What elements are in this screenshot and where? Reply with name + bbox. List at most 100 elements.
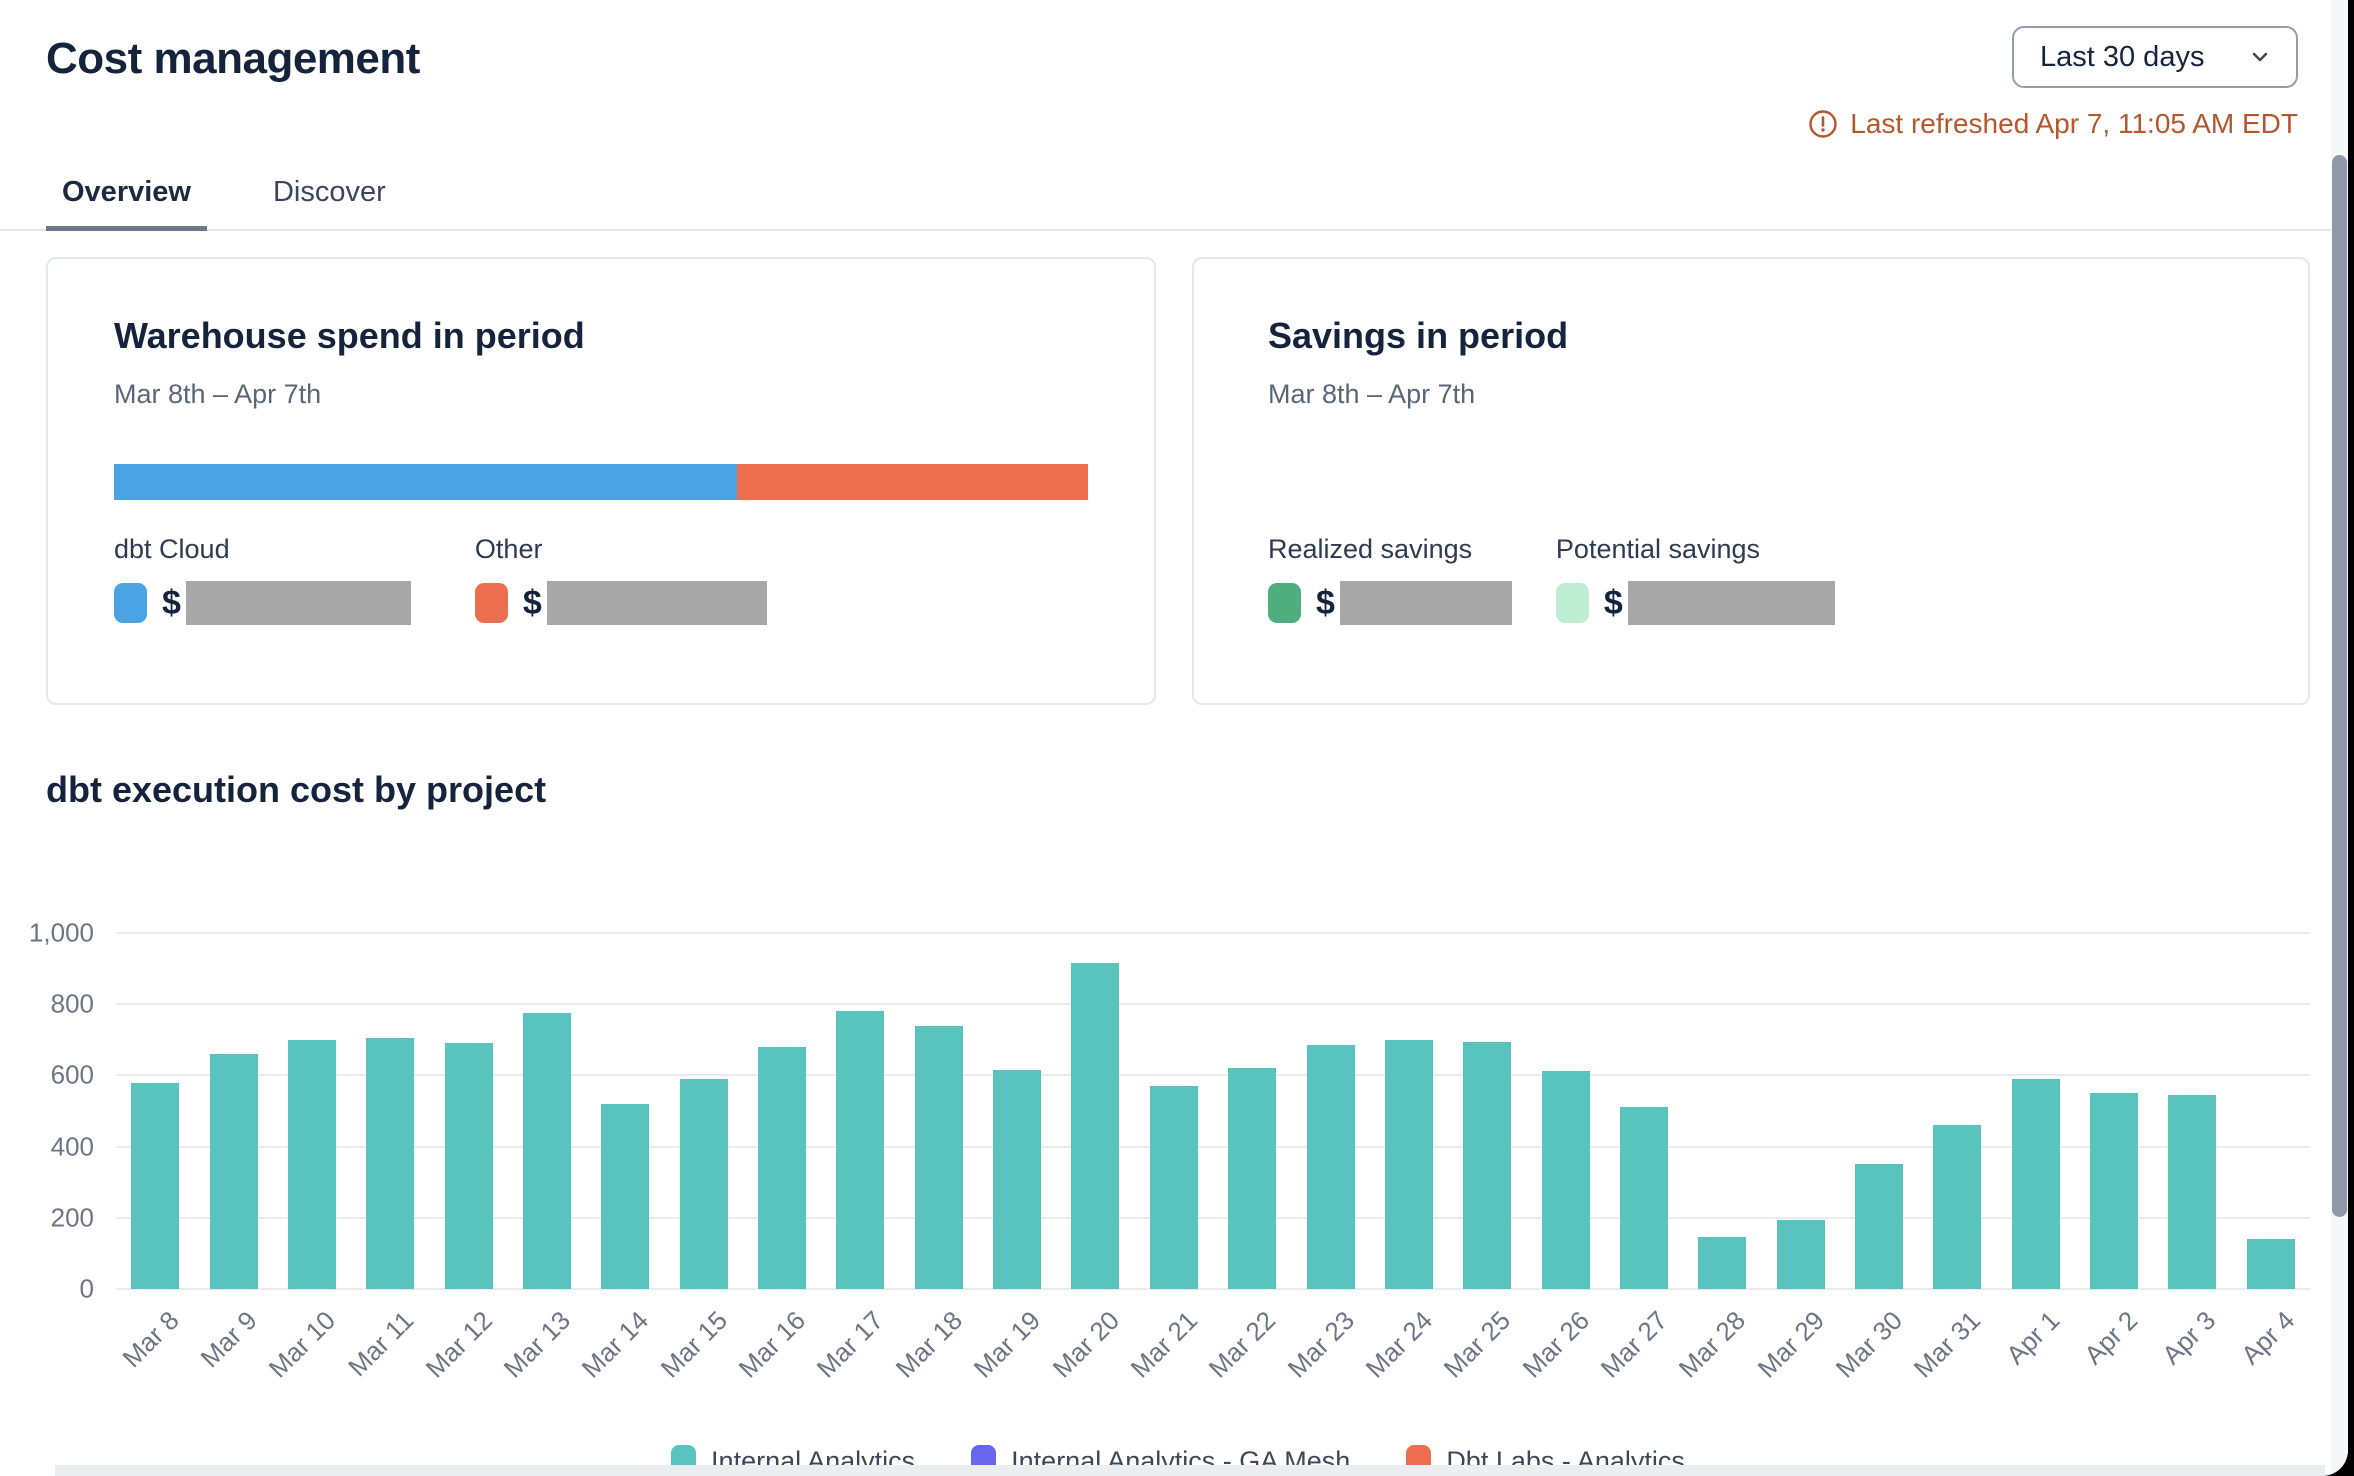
x-axis-tick-text: Mar 30 (1829, 1305, 1909, 1384)
bar-segment (1776, 1219, 1825, 1289)
bar-segment (1384, 1039, 1433, 1289)
bar-segment (1228, 1068, 1277, 1289)
page-header: Cost management Last 30 days (0, 0, 2348, 140)
bar-segment (1541, 1071, 1590, 1289)
y-axis-tick-label: 1,000 (28, 917, 94, 948)
bar[interactable] (1149, 1086, 1198, 1289)
x-axis-tick-text: Mar 26 (1516, 1305, 1595, 1384)
vertical-scrollbar-track[interactable] (2331, 0, 2348, 1476)
bar-segment (131, 1082, 180, 1289)
bar[interactable] (2090, 1093, 2139, 1289)
bar[interactable] (2011, 1078, 2060, 1289)
bar[interactable] (1384, 1039, 1433, 1289)
legend-entry: Realized savings $ (1268, 534, 1512, 625)
bar[interactable] (1541, 1071, 1590, 1289)
gridline (116, 1216, 2310, 1219)
x-axis-tick-text: Mar 15 (654, 1305, 733, 1384)
bar-segment (758, 1046, 807, 1289)
bar[interactable] (2246, 1239, 2295, 1289)
x-axis-tick-text: Mar 27 (1594, 1305, 1674, 1384)
y-axis-tick-label: 400 (50, 1131, 94, 1162)
bar[interactable] (522, 1013, 571, 1289)
vertical-scrollbar-thumb[interactable] (2332, 155, 2347, 1217)
bar[interactable] (1776, 1219, 1825, 1289)
bar[interactable] (2168, 1094, 2217, 1289)
x-axis-tick-text: Mar 20 (1046, 1305, 1125, 1384)
bar-segment (1698, 1237, 1747, 1289)
bar-segment (1619, 1107, 1668, 1289)
bar[interactable] (287, 1039, 336, 1289)
legend-entry-value: $ (1555, 581, 1835, 625)
currency-symbol: $ (1603, 583, 1623, 622)
x-axis-tick-text: Apr 3 (2156, 1305, 2222, 1371)
bar-segment (1071, 963, 1120, 1289)
bar[interactable] (679, 1078, 728, 1289)
color-swatch (1555, 583, 1589, 623)
gridline (116, 932, 2310, 934)
tab-overview[interactable]: Overview (46, 164, 207, 231)
x-axis-tick-text: Mar 16 (732, 1305, 812, 1384)
bar[interactable] (836, 1011, 885, 1289)
x-axis-tick-text: Mar 21 (1124, 1305, 1204, 1384)
bar[interactable] (131, 1082, 180, 1289)
redacted-value (1339, 581, 1512, 625)
bar-segment (679, 1078, 728, 1289)
color-swatch (474, 583, 508, 623)
card-title: Warehouse spend in period (114, 315, 585, 356)
card-date-range: Mar 8th – Apr 7th (114, 379, 322, 409)
x-axis-tick-text: Mar 29 (1751, 1305, 1830, 1384)
bar[interactable] (444, 1043, 493, 1289)
bar[interactable] (1855, 1164, 1904, 1289)
x-axis-tick-text: Mar 10 (262, 1305, 342, 1384)
bar-segment (993, 1070, 1042, 1289)
bar-segment (1933, 1125, 1982, 1289)
x-axis-tick-text: Mar 19 (967, 1305, 1047, 1384)
bar-segment (209, 1054, 258, 1289)
chevron-down-icon (2246, 43, 2274, 71)
x-axis-tick-text: Mar 9 (194, 1305, 263, 1374)
currency-symbol: $ (162, 583, 181, 622)
alert-circle-icon (1808, 109, 1838, 139)
summary-cards: Warehouse spend in period Mar 8th – Apr … (46, 257, 2310, 705)
bar-segment (1306, 1045, 1355, 1289)
legend-entry: Potential savings $ (1555, 534, 1835, 625)
spend-bar-segment (114, 464, 738, 500)
x-axis-tick-text: Mar 23 (1281, 1305, 1360, 1384)
bar[interactable] (1463, 1041, 1512, 1289)
bar[interactable] (209, 1054, 258, 1289)
x-axis-tick-text: Mar 17 (811, 1305, 890, 1384)
x-axis-tick-text: Apr 4 (2234, 1305, 2301, 1371)
date-range-select[interactable]: Last 30 days (2012, 26, 2298, 88)
bar[interactable] (1071, 963, 1120, 1289)
legend-entry-value: $ (474, 581, 767, 625)
bar[interactable] (914, 1025, 963, 1289)
bar-segment (522, 1013, 571, 1289)
x-axis-tick-text: Mar 22 (1202, 1305, 1282, 1384)
tab-discover[interactable]: Discover (272, 176, 386, 208)
last-refreshed-text: Last refreshed Apr 7, 11:05 AM EDT (1850, 108, 2298, 139)
currency-symbol: $ (522, 583, 542, 622)
x-axis-tick-text: Mar 31 (1908, 1305, 1987, 1384)
execution-cost-section: dbt execution cost by project 0 200 400 600… (29, 769, 2310, 1476)
x-axis-tick-text: Mar 12 (419, 1305, 498, 1384)
x-axis-tick-text: Apr 2 (2078, 1305, 2144, 1371)
bar[interactable] (993, 1070, 1042, 1289)
bar[interactable] (758, 1046, 807, 1289)
spend-legend: dbt Cloud $ Other $ (114, 534, 1088, 625)
bar-segment (444, 1043, 493, 1289)
bar[interactable] (366, 1038, 415, 1289)
bar[interactable] (601, 1103, 650, 1289)
bar[interactable] (1698, 1237, 1747, 1289)
bar[interactable] (1933, 1125, 1982, 1289)
horizontal-scrollbar[interactable] (55, 1465, 2325, 1476)
execution-cost-bar-chart: 0 200 400 600 800 1,000 Mar 8 Mar 9 Mar 10 Mar 11… (29, 918, 2310, 1383)
bar-segment (2246, 1239, 2295, 1289)
spend-bar-segment (737, 464, 1088, 500)
tab-bar: Overview Discover (0, 164, 2348, 231)
x-axis-tick-text: Mar 14 (576, 1305, 655, 1384)
legend-entry-value: $ (114, 581, 411, 625)
bar[interactable] (1306, 1045, 1355, 1289)
bar[interactable] (1619, 1107, 1668, 1289)
bar[interactable] (1228, 1068, 1277, 1289)
